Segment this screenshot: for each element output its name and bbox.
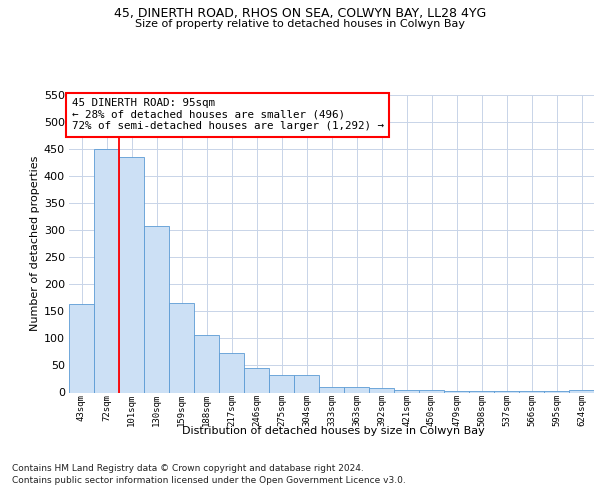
Bar [194,335,219,392]
Bar [569,390,594,392]
Text: Contains public sector information licensed under the Open Government Licence v3: Contains public sector information licen… [12,476,406,485]
Bar [394,390,419,392]
Bar [369,388,394,392]
Text: 45, DINERTH ROAD, RHOS ON SEA, COLWYN BAY, LL28 4YG: 45, DINERTH ROAD, RHOS ON SEA, COLWYN BA… [114,8,486,20]
Bar [244,368,269,392]
Bar [219,353,244,393]
Bar [469,391,494,392]
Y-axis label: Number of detached properties: Number of detached properties [29,156,40,332]
Text: Distribution of detached houses by size in Colwyn Bay: Distribution of detached houses by size … [182,426,484,436]
Text: 45 DINERTH ROAD: 95sqm
← 28% of detached houses are smaller (496)
72% of semi-de: 45 DINERTH ROAD: 95sqm ← 28% of detached… [71,98,383,131]
Text: Size of property relative to detached houses in Colwyn Bay: Size of property relative to detached ho… [135,19,465,29]
Bar [269,375,294,392]
Bar [169,303,194,392]
Bar [94,149,119,392]
Bar [419,390,444,392]
Bar [119,156,144,392]
Bar [69,304,94,392]
Bar [294,375,319,392]
Bar [144,226,169,392]
Bar [344,387,369,392]
Text: Contains HM Land Registry data © Crown copyright and database right 2024.: Contains HM Land Registry data © Crown c… [12,464,364,473]
Bar [319,387,344,392]
Bar [444,391,469,392]
